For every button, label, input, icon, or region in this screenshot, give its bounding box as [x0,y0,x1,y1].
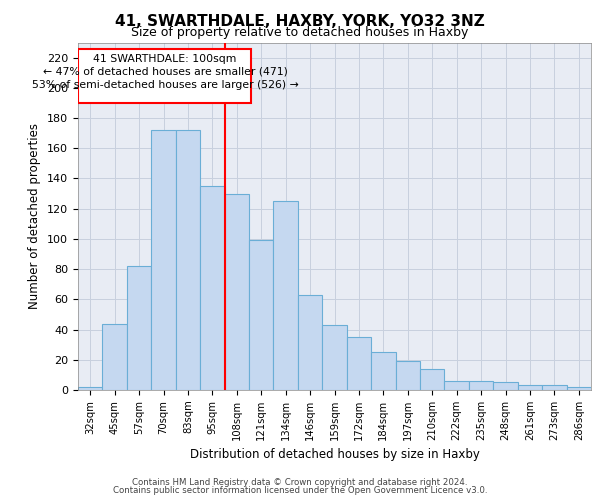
X-axis label: Distribution of detached houses by size in Haxby: Distribution of detached houses by size … [190,448,479,462]
Bar [395,362,420,390]
Bar [445,381,469,390]
Bar [347,337,371,390]
Text: Contains HM Land Registry data © Crown copyright and database right 2024.: Contains HM Land Registry data © Crown c… [132,478,468,487]
Bar [151,130,176,390]
Bar [274,201,298,390]
Y-axis label: Number of detached properties: Number of detached properties [28,123,41,309]
Text: 53% of semi-detached houses are larger (526) →: 53% of semi-detached houses are larger (… [32,80,298,90]
Bar [78,387,103,390]
Text: Contains public sector information licensed under the Open Government Licence v3: Contains public sector information licen… [113,486,487,495]
Bar [371,352,395,390]
Bar [176,130,200,390]
Bar [518,386,542,390]
Text: Size of property relative to detached houses in Haxby: Size of property relative to detached ho… [131,26,469,39]
Bar [200,186,224,390]
Bar [298,295,322,390]
Bar [224,194,249,390]
Text: 41, SWARTHDALE, HAXBY, YORK, YO32 3NZ: 41, SWARTHDALE, HAXBY, YORK, YO32 3NZ [115,14,485,29]
FancyBboxPatch shape [79,48,251,103]
Bar [127,266,151,390]
Bar [322,325,347,390]
Text: ← 47% of detached houses are smaller (471): ← 47% of detached houses are smaller (47… [43,66,287,76]
Bar [469,381,493,390]
Bar [249,240,274,390]
Bar [103,324,127,390]
Text: 41 SWARTHDALE: 100sqm: 41 SWARTHDALE: 100sqm [93,54,236,64]
Bar [493,382,518,390]
Bar [542,386,566,390]
Bar [566,387,591,390]
Bar [420,369,445,390]
